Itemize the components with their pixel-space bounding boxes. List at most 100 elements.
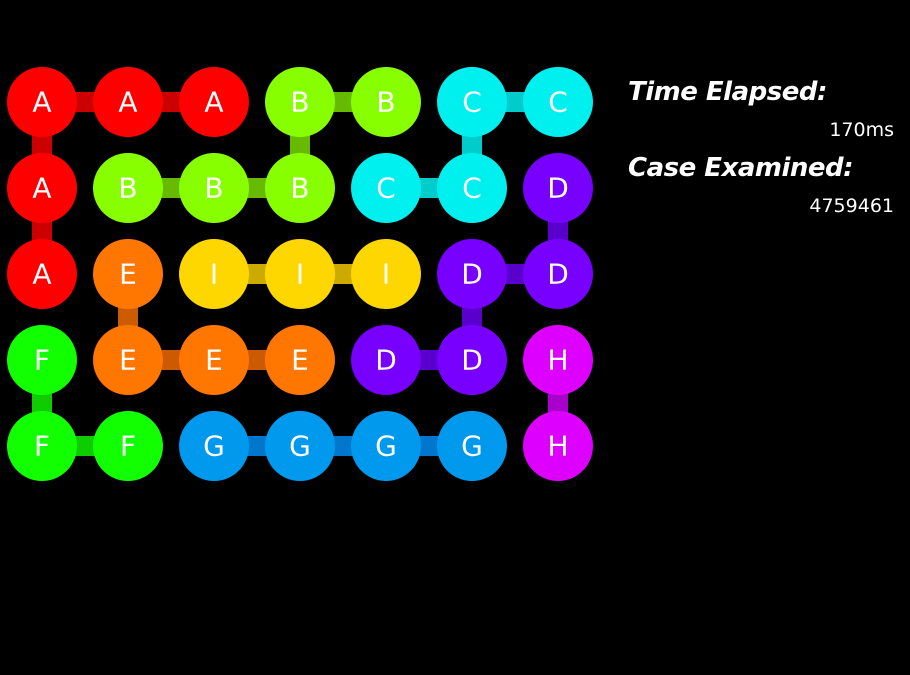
- cell-circle: [351, 67, 421, 137]
- cell-node[interactable]: C: [523, 67, 593, 137]
- cell-circle: [179, 153, 249, 223]
- cell-circle: [7, 325, 77, 395]
- cell-node[interactable]: F: [93, 411, 163, 481]
- cell-node[interactable]: A: [179, 67, 249, 137]
- cell-node[interactable]: F: [7, 411, 77, 481]
- stats-panel: Time Elapsed: 170ms Case Examined: 47594…: [628, 72, 896, 224]
- cell-node[interactable]: G: [179, 411, 249, 481]
- cell-label: A: [32, 172, 51, 205]
- cell-node[interactable]: D: [437, 239, 507, 309]
- cell-label: E: [119, 258, 137, 291]
- cell-node[interactable]: C: [437, 67, 507, 137]
- cell-node[interactable]: C: [351, 153, 421, 223]
- cell-circle: [437, 325, 507, 395]
- cell-circle: [179, 411, 249, 481]
- time-elapsed-value: 170ms: [829, 119, 894, 141]
- cell-node[interactable]: B: [93, 153, 163, 223]
- cell-node[interactable]: E: [93, 325, 163, 395]
- cell-node[interactable]: D: [523, 153, 593, 223]
- cell-label: D: [375, 344, 397, 377]
- cell-label: A: [32, 258, 51, 291]
- cell-circle: [437, 153, 507, 223]
- cell-node[interactable]: B: [265, 153, 335, 223]
- cell-circle: [437, 239, 507, 309]
- cell-circle: [265, 67, 335, 137]
- cell-label: A: [32, 86, 51, 119]
- cell-label: F: [34, 430, 50, 463]
- cell-node[interactable]: D: [523, 239, 593, 309]
- cell-node[interactable]: E: [265, 325, 335, 395]
- cell-node[interactable]: H: [523, 325, 593, 395]
- cell-label: D: [547, 258, 569, 291]
- cell-label: I: [296, 258, 304, 291]
- cell-label: A: [204, 86, 223, 119]
- cell-circle: [265, 325, 335, 395]
- time-elapsed-label: Time Elapsed:: [628, 77, 827, 107]
- cell-label: C: [462, 86, 482, 119]
- cell-circle: [93, 325, 163, 395]
- cell-circle: [351, 411, 421, 481]
- cell-circle: [93, 153, 163, 223]
- cell-label: C: [376, 172, 396, 205]
- cell-node[interactable]: B: [351, 67, 421, 137]
- cell-circle: [523, 67, 593, 137]
- cell-node[interactable]: E: [93, 239, 163, 309]
- cell-label: I: [210, 258, 218, 291]
- cell-label: I: [382, 258, 390, 291]
- cell-circle: [93, 67, 163, 137]
- cell-node[interactable]: F: [7, 325, 77, 395]
- cell-circle: [351, 153, 421, 223]
- cell-node[interactable]: I: [351, 239, 421, 309]
- cell-label: G: [461, 430, 483, 463]
- cell-label: G: [375, 430, 397, 463]
- cases-examined-value: 4759461: [809, 195, 894, 217]
- cell-circle: [93, 239, 163, 309]
- cell-node[interactable]: E: [179, 325, 249, 395]
- cell-node[interactable]: I: [265, 239, 335, 309]
- cell-node[interactable]: G: [351, 411, 421, 481]
- cell-node[interactable]: D: [437, 325, 507, 395]
- cell-circle: [7, 67, 77, 137]
- cell-circle: [7, 239, 77, 309]
- cell-label: E: [291, 344, 309, 377]
- cell-label: G: [203, 430, 225, 463]
- cell-circle: [265, 153, 335, 223]
- cell-label: C: [462, 172, 482, 205]
- cell-node[interactable]: C: [437, 153, 507, 223]
- cell-node[interactable]: A: [93, 67, 163, 137]
- cell-node[interactable]: B: [179, 153, 249, 223]
- cell-label: B: [204, 172, 223, 205]
- cell-label: E: [205, 344, 223, 377]
- cell-node[interactable]: H: [523, 411, 593, 481]
- puzzle-board: A A A B B C C A B B B C C D A E I I I D D F E E E D D H F F G G G G H: [7, 67, 593, 481]
- cell-label: D: [461, 258, 483, 291]
- cell-circle: [265, 239, 335, 309]
- cell-label: B: [376, 86, 395, 119]
- cell-circle: [93, 411, 163, 481]
- cell-node[interactable]: A: [7, 153, 77, 223]
- cell-label: F: [34, 344, 50, 377]
- cell-circle: [523, 325, 593, 395]
- cell-node[interactable]: A: [7, 67, 77, 137]
- cell-circle: [179, 67, 249, 137]
- cell-label: F: [120, 430, 136, 463]
- cell-node[interactable]: D: [351, 325, 421, 395]
- cell-label: A: [118, 86, 137, 119]
- cell-label: B: [290, 86, 309, 119]
- cases-examined-label: Case Examined:: [628, 153, 854, 183]
- cell-circle: [179, 239, 249, 309]
- cell-node[interactable]: G: [437, 411, 507, 481]
- cell-label: D: [547, 172, 569, 205]
- cell-node[interactable]: G: [265, 411, 335, 481]
- cell-node[interactable]: A: [7, 239, 77, 309]
- cell-circle: [351, 325, 421, 395]
- cell-circle: [179, 325, 249, 395]
- cell-label: H: [547, 430, 568, 463]
- cell-label: B: [290, 172, 309, 205]
- cell-label: B: [118, 172, 137, 205]
- cell-node[interactable]: I: [179, 239, 249, 309]
- cell-circle: [351, 239, 421, 309]
- cell-circle: [523, 153, 593, 223]
- cell-node[interactable]: B: [265, 67, 335, 137]
- cell-circle: [437, 411, 507, 481]
